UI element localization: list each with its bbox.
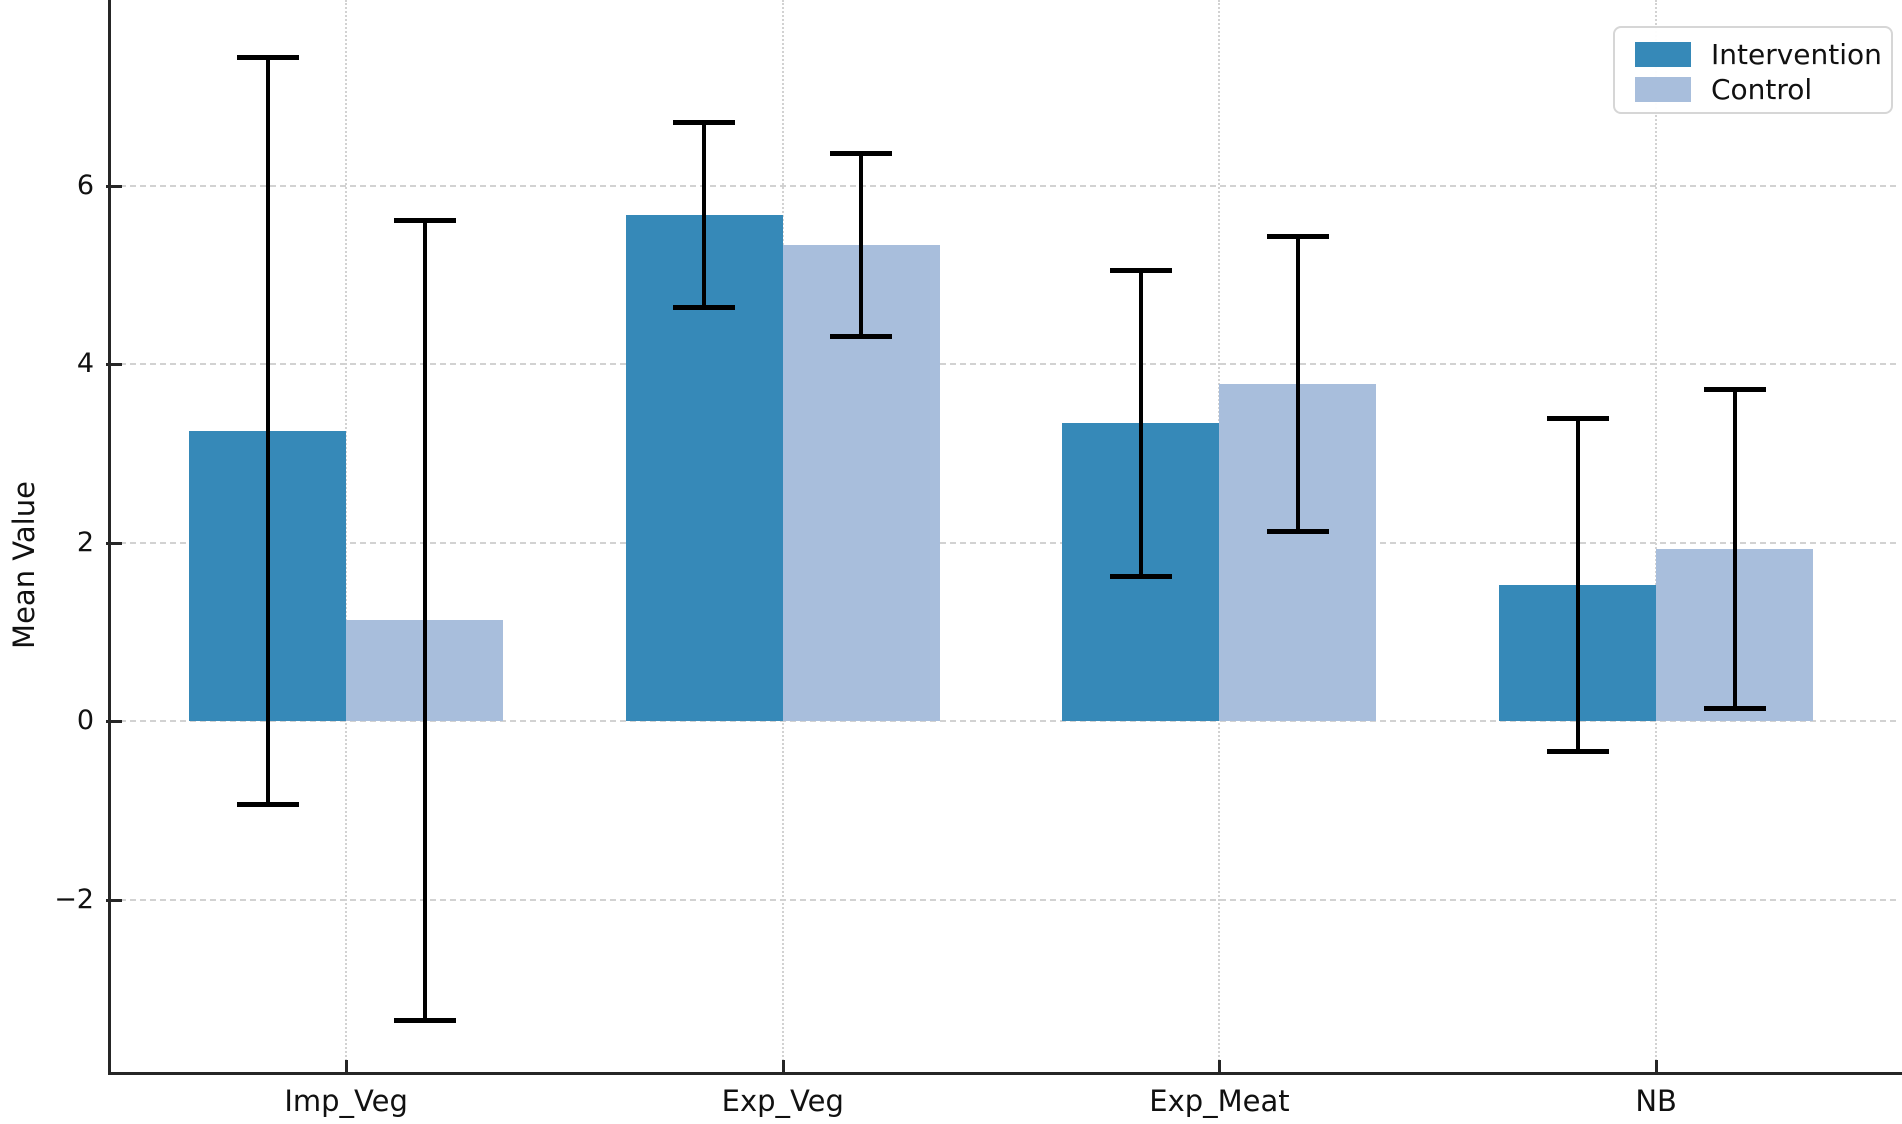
y-tick-label: 0 bbox=[76, 705, 94, 737]
x-tick-label: Imp_Veg bbox=[284, 1084, 408, 1118]
y-tick-mark bbox=[106, 541, 122, 545]
error-bar-line bbox=[1295, 235, 1300, 532]
error-bar-cap-bottom bbox=[830, 333, 893, 339]
error-bar-line bbox=[859, 152, 864, 337]
error-bar-cap-bottom bbox=[1109, 573, 1172, 579]
y-tick-mark bbox=[106, 184, 122, 188]
error-bar-cap-top bbox=[393, 217, 456, 223]
legend-entry-intervention: Intervention bbox=[1635, 37, 1891, 72]
horizontal-gridline bbox=[110, 541, 1896, 544]
error-bar-cap-top bbox=[1703, 387, 1766, 393]
error-bar-cap-top bbox=[236, 55, 299, 61]
y-axis-line bbox=[108, 0, 111, 1075]
y-tick-mark bbox=[106, 363, 122, 367]
error-bar-cap-top bbox=[1266, 233, 1329, 239]
error-bar-line bbox=[422, 219, 427, 1022]
y-axis-title: Mean Value bbox=[7, 481, 41, 649]
legend: Intervention Control bbox=[1613, 26, 1893, 114]
vertical-gridline bbox=[1655, 0, 1658, 1072]
y-tick-label: 4 bbox=[76, 348, 94, 380]
vertical-gridline bbox=[345, 0, 348, 1072]
error-bar-line bbox=[265, 57, 270, 806]
x-tick-mark bbox=[345, 1060, 349, 1074]
error-bar-cap-top bbox=[673, 120, 736, 126]
error-bar-cap-bottom bbox=[1546, 748, 1609, 754]
y-tick-mark bbox=[106, 720, 122, 724]
error-bar-cap-bottom bbox=[1266, 528, 1329, 534]
horizontal-gridline bbox=[110, 363, 1896, 366]
y-tick-label: 2 bbox=[76, 526, 94, 558]
y-tick-label: −2 bbox=[54, 883, 94, 915]
error-bar-cap-top bbox=[1109, 267, 1172, 273]
x-axis-line bbox=[108, 1072, 1902, 1075]
error-bar-cap-top bbox=[1546, 415, 1609, 421]
error-bar-line bbox=[702, 122, 707, 308]
horizontal-gridline bbox=[110, 184, 1896, 187]
y-tick-mark bbox=[106, 898, 122, 902]
x-tick-label: Exp_Veg bbox=[721, 1084, 844, 1118]
horizontal-gridline bbox=[110, 720, 1896, 723]
error-bar-line bbox=[1732, 389, 1737, 709]
legend-swatch-intervention bbox=[1635, 42, 1691, 67]
x-tick-mark bbox=[1655, 1060, 1659, 1074]
legend-entry-control: Control bbox=[1635, 72, 1891, 107]
x-tick-label: NB bbox=[1635, 1084, 1677, 1118]
error-bar-line bbox=[1138, 269, 1143, 577]
y-tick-label: 6 bbox=[76, 169, 94, 201]
x-tick-mark bbox=[1218, 1060, 1222, 1074]
legend-label: Control bbox=[1711, 73, 1813, 106]
error-bar-cap-top bbox=[830, 150, 893, 156]
x-tick-label: Exp_Meat bbox=[1149, 1084, 1290, 1118]
legend-label: Intervention bbox=[1711, 38, 1882, 71]
error-bar-cap-bottom bbox=[236, 802, 299, 808]
x-tick-mark bbox=[781, 1060, 785, 1074]
error-bar-cap-bottom bbox=[673, 304, 736, 310]
error-bar-line bbox=[1575, 417, 1580, 752]
horizontal-gridline bbox=[110, 898, 1896, 901]
error-bar-cap-bottom bbox=[393, 1018, 456, 1024]
legend-swatch-control bbox=[1635, 77, 1691, 102]
error-bar-cap-bottom bbox=[1703, 705, 1766, 711]
